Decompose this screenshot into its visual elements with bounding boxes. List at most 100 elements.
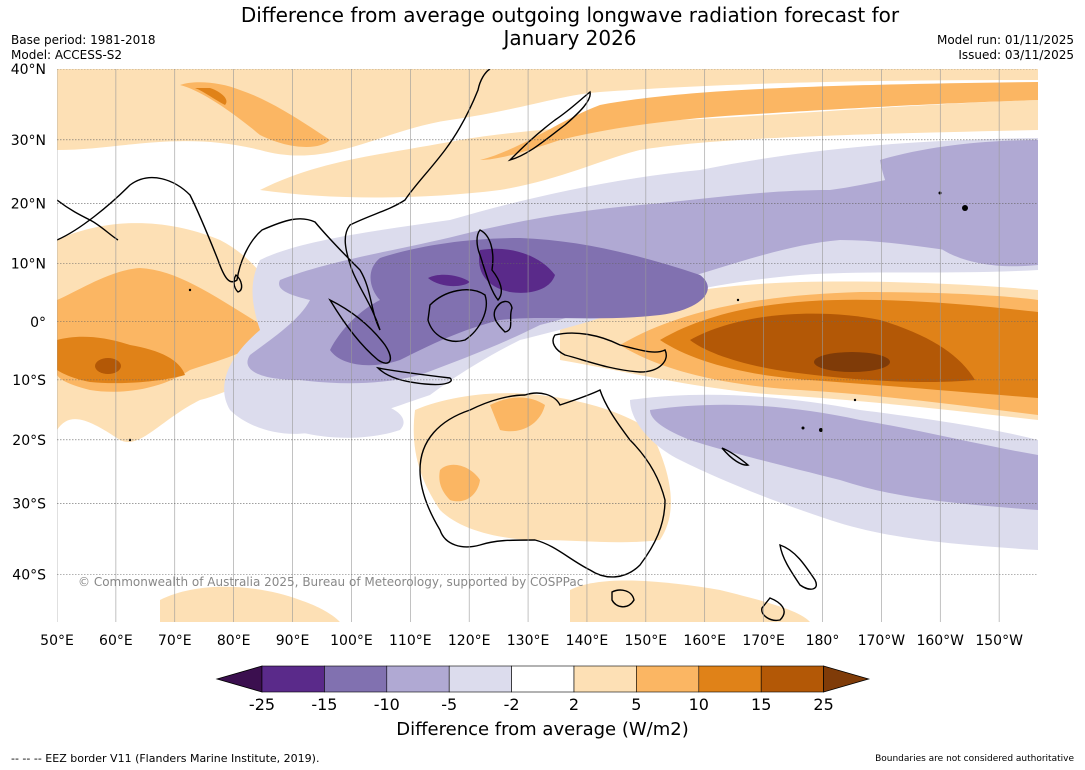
coast-sumatra — [328, 298, 392, 364]
longitude-label: 180° — [806, 633, 840, 649]
positive-australia-west — [439, 464, 480, 502]
positive-australia-north — [490, 397, 545, 432]
model-run-text: Model run: 01/11/2025 — [936, 33, 1074, 47]
colorbar-tick-label: 25 — [813, 695, 833, 714]
longitude-label: 130°E — [507, 633, 550, 649]
negative-north-pacific — [880, 140, 1038, 267]
coast-new-caledonia — [721, 447, 750, 466]
positive-north-orange-1 — [480, 82, 1038, 160]
colorbar-segment — [448, 665, 512, 693]
latitude-label: 0° — [30, 315, 46, 331]
positive-pacific-very-strong — [690, 313, 975, 383]
longitude-label: 60°E — [99, 633, 133, 649]
positive-south-band — [160, 586, 340, 622]
coast-sri-lanka — [233, 273, 243, 293]
island-vanuatu — [801, 426, 805, 430]
longitude-label: 50°E — [40, 633, 74, 649]
issued-text: Issued: 03/11/2025 — [958, 48, 1074, 62]
positive-north-orange-3 — [195, 88, 227, 105]
positive-tasman — [570, 580, 810, 622]
coast-arabia — [57, 199, 119, 241]
longitude-label: 170°E — [742, 633, 785, 649]
title-line-1: Difference from average outgoing longwav… — [240, 3, 900, 27]
colorbar-tick-label: 10 — [689, 695, 709, 714]
colorbar-tick-label: 5 — [631, 695, 641, 714]
negative-band-peak-2 — [428, 274, 470, 287]
meta-right: Model run: 01/11/2025 Issued: 03/11/2025 — [937, 33, 1074, 63]
coast-new-guinea — [552, 332, 667, 373]
coast-tasmania — [611, 589, 635, 608]
colorbar-tick-label: 2 — [569, 695, 579, 714]
negative-south-pacific-mid — [650, 404, 1038, 510]
longitude-label: 80°E — [217, 633, 251, 649]
chart-title: Difference from average outgoing longwav… — [170, 4, 970, 50]
colorbar-segment — [573, 665, 637, 693]
island-marshall — [736, 298, 740, 302]
model-text: Model: ACCESS-S2 — [11, 48, 123, 62]
latitude-label: 20°S — [12, 433, 46, 449]
latitude-labels: 40°N 30°N 20°N 10°N 0° 10°S 20°S 30°S 40°S — [11, 62, 46, 584]
latitude-label: 10°N — [11, 257, 46, 273]
longitude-label: 70°E — [158, 633, 192, 649]
coast-new-zealand — [761, 543, 817, 622]
negative-indian-south — [240, 392, 404, 438]
longitude-labels: 50°E 60°E 70°E 80°E 90°E 100°E 110°E 120°E 130°E… — [40, 633, 1023, 649]
colorbar-segment — [698, 665, 762, 693]
longitude-label: 160°W — [916, 633, 964, 649]
copyright-text: © Commonwealth of Australia 2025, Bureau… — [78, 575, 583, 589]
meta-left: Base period: 1981-2018 Model: ACCESS-S2 — [11, 33, 156, 63]
colorbar-title: Difference from average (W/m2) — [396, 719, 689, 740]
longitude-label: 150°E — [625, 633, 668, 649]
eez-note: -- -- -- EEZ border V11 (Flanders Marine… — [11, 752, 320, 765]
island-fiji — [819, 428, 823, 432]
longitude-label: 90°E — [276, 633, 310, 649]
colorbar-tick-label: -10 — [374, 695, 400, 714]
latitude-label: 30°N — [11, 133, 46, 149]
colorbar-segment — [636, 665, 700, 693]
negative-band-peak — [479, 248, 555, 293]
positive-indian-ocean-strong — [57, 336, 185, 384]
longitude-label: 150°W — [975, 633, 1023, 649]
island-samoa — [853, 398, 857, 402]
positive-australia — [413, 393, 671, 543]
latitude-label: 40°N — [11, 62, 46, 78]
coast-borneo — [427, 289, 487, 342]
map-panel: © Commonwealth of Australia 2025, Bureau… — [57, 69, 1038, 622]
longitude-label: 170°W — [858, 633, 906, 649]
positive-indian-ocean-peak — [95, 358, 121, 374]
longitude-label: 160°E — [683, 633, 726, 649]
colorbar-extend-low — [215, 665, 263, 693]
negative-band-strong — [330, 238, 708, 366]
colorbar-extend-high — [823, 665, 871, 693]
positive-pacific-peak — [814, 352, 890, 372]
colorbar-segment — [261, 665, 325, 693]
colorbar-segment — [324, 665, 388, 693]
longitude-label: 140°E — [566, 633, 609, 649]
island-maldives — [188, 288, 192, 292]
boundaries-note: Boundaries are not considered authoritat… — [875, 754, 1074, 764]
positive-band-north-inner — [260, 100, 1038, 198]
coast-sulawesi — [493, 300, 513, 333]
longitude-label: 120°E — [448, 633, 491, 649]
latitude-label: 20°N — [11, 197, 46, 213]
colorbar-tick-label: -5 — [441, 695, 457, 714]
colorbar-segment — [386, 665, 450, 693]
longitude-label: 100°E — [330, 633, 373, 649]
coast-asia — [57, 69, 491, 331]
latitude-label: 10°S — [12, 373, 46, 389]
colorbar-tick-label: -15 — [311, 695, 337, 714]
colorbar-segment — [760, 665, 824, 693]
coast-japan — [507, 90, 591, 162]
latitude-label: 40°S — [12, 568, 46, 584]
colorbar-tick-label: -25 — [249, 695, 275, 714]
colorbar-tick-label: 15 — [751, 695, 771, 714]
latitude-label: 30°S — [12, 497, 46, 513]
colorbar: -25 -15 -10 -5 -2 2 5 10 15 25 — [215, 665, 871, 714]
title-line-2: January 2026 — [503, 26, 637, 50]
coastlines — [57, 69, 817, 622]
island-hawaii — [962, 205, 968, 211]
coast-australia — [419, 389, 666, 578]
colorbar-segment — [511, 665, 575, 693]
colorbar-tick-label: -2 — [504, 695, 520, 714]
